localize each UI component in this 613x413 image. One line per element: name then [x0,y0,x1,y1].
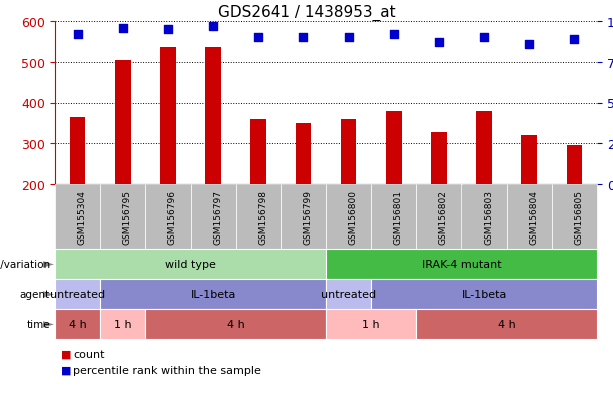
Polygon shape [43,292,54,298]
Text: GSM156800: GSM156800 [349,190,357,244]
Bar [431,133,447,185]
Point [118,25,128,32]
Polygon shape [43,321,54,328]
Text: ■: ■ [61,349,72,359]
Text: 4 h: 4 h [69,319,86,329]
Bar [295,123,311,185]
Text: GSM155304: GSM155304 [78,190,86,244]
Text: GSM156795: GSM156795 [123,190,132,244]
Text: GSM156804: GSM156804 [529,190,538,244]
Text: GSM156796: GSM156796 [168,190,177,244]
Text: wild type: wild type [165,259,216,269]
Text: 4 h: 4 h [227,319,245,329]
Polygon shape [43,261,54,268]
Point [524,41,534,48]
Bar [160,48,176,185]
Text: IRAK-4 mutant: IRAK-4 mutant [422,259,501,269]
Bar [250,119,266,185]
Text: time: time [26,319,50,329]
Point [569,36,579,43]
Bar [566,146,582,185]
Text: genotype/variation: genotype/variation [0,259,50,269]
Point [299,35,308,42]
Point [253,35,263,42]
Text: untreated: untreated [50,289,105,299]
Bar [341,119,357,185]
Text: ■: ■ [61,365,72,375]
Text: count: count [74,349,105,359]
Text: untreated: untreated [321,289,376,299]
Point [434,40,444,46]
Text: 1 h: 1 h [114,319,132,329]
Bar [386,112,402,185]
Point [389,32,398,38]
Text: 1 h: 1 h [362,319,380,329]
Text: IL-1beta: IL-1beta [462,289,507,299]
Text: GDS2641 / 1438953_at: GDS2641 / 1438953_at [218,5,395,21]
Text: GSM156801: GSM156801 [394,190,403,244]
Point [73,32,83,38]
Text: GSM156798: GSM156798 [258,190,267,244]
Bar [476,112,492,185]
Text: 4 h: 4 h [498,319,516,329]
Text: GSM156799: GSM156799 [303,190,313,244]
Text: IL-1beta: IL-1beta [191,289,236,299]
Point [208,24,218,30]
Text: GSM156797: GSM156797 [213,190,222,244]
Text: GSM156803: GSM156803 [484,190,493,244]
Bar [70,117,85,185]
Point [163,27,173,33]
Point [344,35,354,42]
Bar [521,136,537,185]
Point [479,35,489,42]
Text: agent: agent [20,289,50,299]
Text: percentile rank within the sample: percentile rank within the sample [74,365,261,375]
Text: GSM156805: GSM156805 [574,190,584,244]
Bar [205,48,221,185]
Bar [115,61,131,185]
Text: GSM156802: GSM156802 [439,190,448,244]
